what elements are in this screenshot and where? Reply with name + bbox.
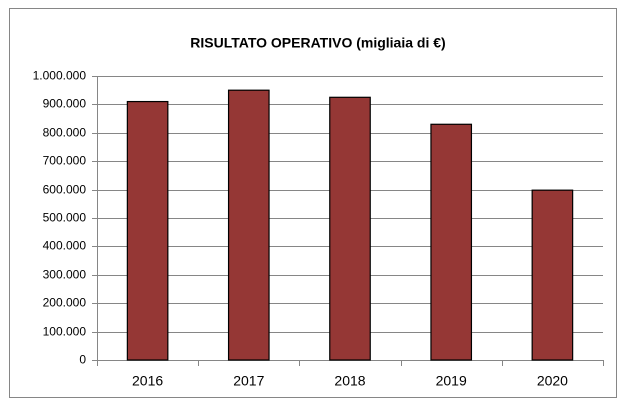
y-tick-label: 800.000: [43, 126, 87, 140]
y-tick-label: 600.000: [43, 183, 87, 197]
x-tick-label: 2017: [233, 373, 264, 389]
y-tick-label: 900.000: [43, 97, 87, 111]
x-tick-label: 2019: [436, 373, 467, 389]
x-tick-label: 2016: [132, 373, 163, 389]
x-tick-label: 2018: [334, 373, 365, 389]
y-tick-label: 300.000: [43, 268, 87, 282]
bar: [531, 189, 574, 361]
x-tick-label: 2020: [537, 373, 568, 389]
y-tick-label: 200.000: [43, 296, 87, 310]
chart-frame: [9, 8, 617, 398]
bar: [329, 96, 371, 361]
y-tick-label: 100.000: [43, 325, 87, 339]
chart-title: RISULTATO OPERATIVO (migliaia di €): [190, 35, 445, 51]
y-tick-label: 1.000.000: [33, 69, 87, 83]
y-tick-label: 700.000: [43, 154, 87, 168]
bar: [227, 89, 270, 361]
bar: [126, 100, 169, 361]
bar: [430, 123, 473, 361]
y-tick-label: 0: [79, 353, 86, 367]
y-tick-label: 500.000: [43, 211, 87, 225]
y-tick-label: 400.000: [43, 239, 87, 253]
